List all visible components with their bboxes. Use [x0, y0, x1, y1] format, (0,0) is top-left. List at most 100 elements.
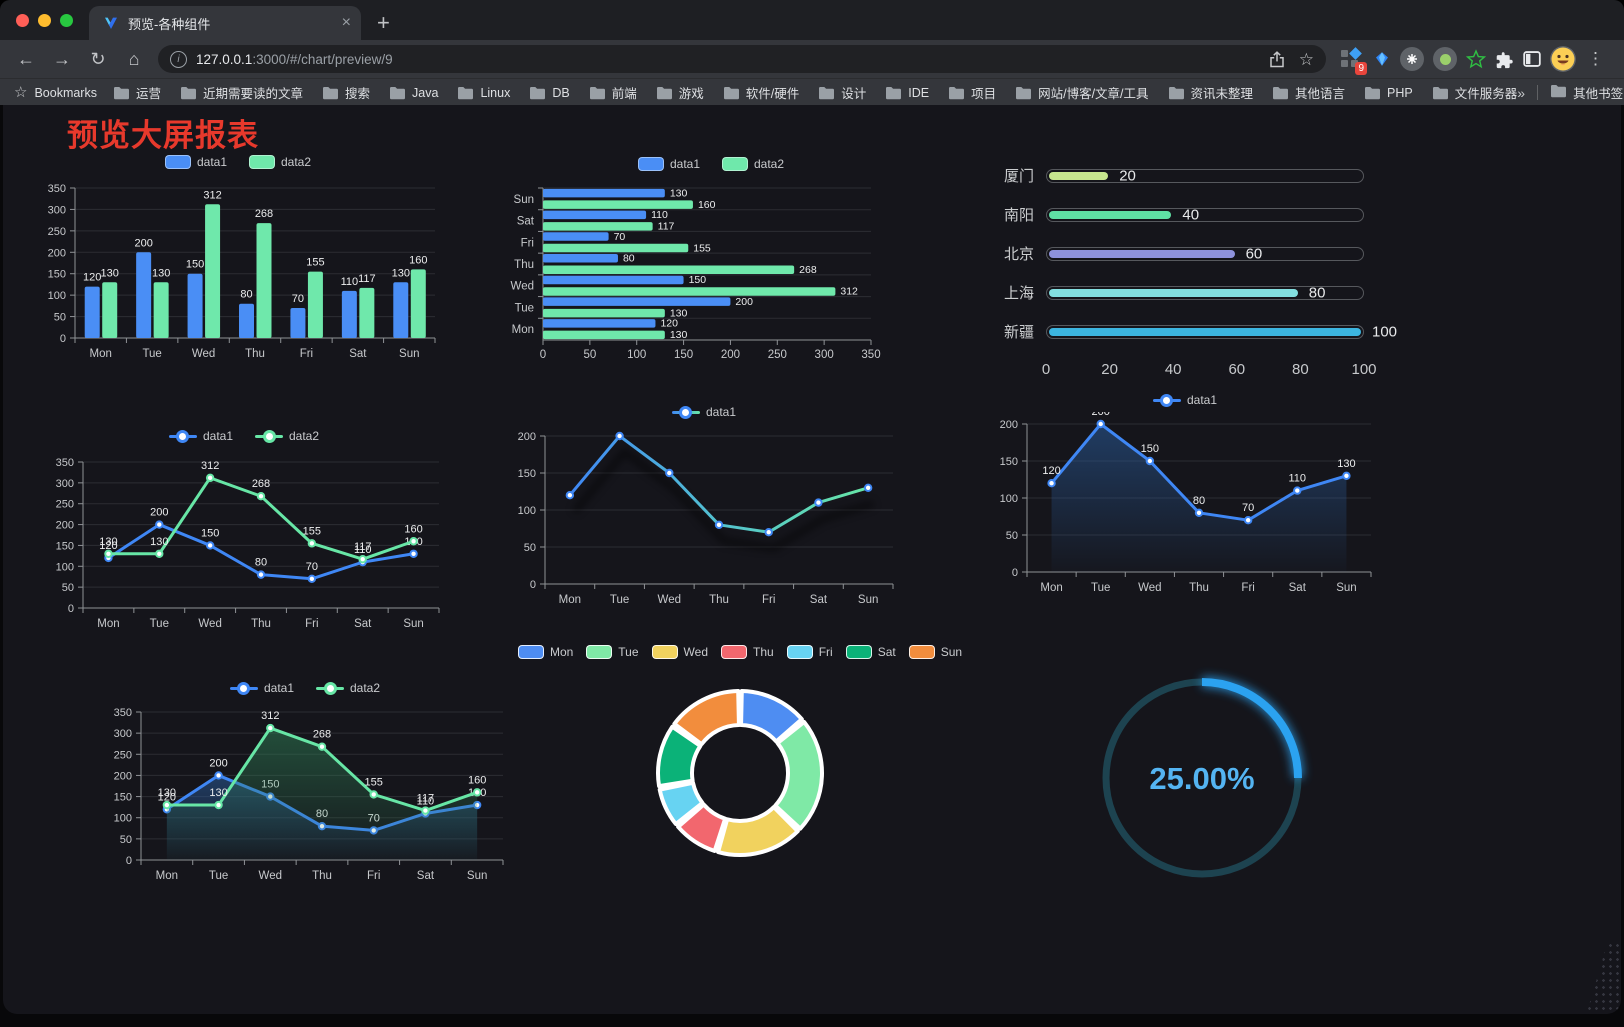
svg-text:80: 80	[240, 289, 252, 301]
close-window-button[interactable]	[16, 14, 29, 27]
back-icon[interactable]: ←	[17, 49, 35, 69]
svg-text:120: 120	[99, 540, 117, 552]
bookmark-folder[interactable]: 游戏	[656, 83, 704, 102]
legend-item[interactable]: data1	[637, 157, 700, 171]
legend-marker	[721, 645, 747, 659]
legend-item[interactable]: data1	[168, 429, 233, 443]
green-star-extension-icon[interactable]	[1466, 49, 1486, 69]
puzzle-extensions-icon[interactable]	[1495, 50, 1514, 69]
new-tab-button[interactable]: +	[377, 10, 390, 35]
svg-text:Mon: Mon	[1040, 582, 1062, 594]
bookmark-folder[interactable]: Java	[389, 86, 438, 100]
address-bar[interactable]: i 127.0.0.1:3000/#/chart/preview/9 ☆	[158, 45, 1326, 73]
svg-text:130: 130	[670, 187, 688, 199]
legend-item[interactable]: Tue	[586, 645, 639, 659]
svg-text:110: 110	[417, 795, 435, 807]
forward-icon[interactable]: →	[53, 49, 71, 69]
bookmarks-overflow-chevron[interactable]: »	[1517, 84, 1526, 101]
bookmark-folder[interactable]: 其他语言	[1272, 83, 1345, 102]
svg-text:80: 80	[623, 253, 635, 265]
browser-tab[interactable]: 预览-各种组件 ×	[89, 6, 361, 40]
tab-close-icon[interactable]: ×	[341, 14, 351, 31]
dashboard: 预览大屏报表 data1 data2 0 50 100 150 200 250 300 350 M…	[3, 105, 1621, 1014]
legend-item[interactable]: data2	[249, 155, 311, 169]
svg-text:80: 80	[1193, 495, 1205, 507]
bookmark-folder[interactable]: 前端	[589, 83, 637, 102]
svg-text:80: 80	[255, 557, 267, 569]
record-extension-icon[interactable]	[1433, 47, 1457, 71]
legend-item[interactable]: data1	[164, 155, 227, 169]
legend-item[interactable]: Sun	[908, 645, 962, 659]
tab-title: 预览-各种组件	[128, 16, 211, 32]
bookmarks-star-icon[interactable]: ☆	[14, 84, 28, 101]
svg-text:120: 120	[1042, 465, 1060, 477]
bookmark-folder[interactable]: Linux	[457, 86, 510, 100]
legend-label: Tue	[618, 645, 639, 659]
legend-item[interactable]: data1	[229, 681, 294, 695]
svg-text:120: 120	[83, 272, 101, 284]
svg-text:150: 150	[56, 540, 74, 552]
gem-extension-icon[interactable]	[1373, 50, 1391, 68]
bookmark-folder[interactable]: 搜索	[322, 83, 370, 102]
home-icon[interactable]: ⌂	[128, 49, 140, 69]
legend-item[interactable]: data2	[316, 681, 380, 695]
legend-item[interactable]: Thu	[721, 645, 774, 659]
svg-text:Sat: Sat	[517, 216, 535, 228]
svg-text:200: 200	[735, 296, 753, 308]
svg-text:130: 130	[209, 787, 227, 799]
minimize-window-button[interactable]	[38, 14, 51, 27]
bookmark-folder[interactable]: PHP	[1364, 86, 1413, 100]
folder-icon	[589, 86, 605, 99]
svg-text:312: 312	[201, 460, 219, 472]
legend-item[interactable]: Sat	[845, 645, 896, 659]
svg-text:130: 130	[150, 536, 168, 548]
side-panel-icon[interactable]	[1523, 51, 1541, 67]
share-icon[interactable]	[1269, 50, 1285, 68]
reload-icon[interactable]: ↻	[90, 49, 106, 69]
folder-icon	[1551, 85, 1567, 98]
svg-text:Tue: Tue	[209, 870, 228, 882]
legend-label: data1	[705, 405, 737, 419]
bookmark-folder[interactable]: 运营	[113, 83, 161, 102]
bookmark-folder[interactable]: 设计	[818, 83, 866, 102]
legend-marker	[651, 645, 678, 659]
legend-item[interactable]: Fri	[786, 645, 833, 659]
browser-menu-icon[interactable]: ⋮	[1587, 49, 1604, 68]
bookmark-folder[interactable]: 网站/博客/文章/工具	[1015, 83, 1149, 102]
extensions-area: 9 ⋮	[1332, 46, 1616, 75]
chart-progress-canvas: 厦门 20 南阳 40 北京 60 上海 80 新疆 100 0 20 40 60 80 100	[988, 156, 1398, 381]
svg-text:200: 200	[56, 520, 74, 532]
legend-item[interactable]: data1	[1152, 393, 1217, 407]
command-extension-icon[interactable]	[1400, 47, 1424, 71]
svg-text:Thu: Thu	[709, 594, 729, 606]
progress-row: 新疆 100	[1003, 323, 1398, 341]
bookmark-star-icon[interactable]: ☆	[1298, 49, 1314, 69]
other-bookmarks-folder[interactable]: 其他书签	[1550, 83, 1623, 102]
site-info-icon[interactable]: i	[170, 50, 187, 68]
legend-marker	[517, 645, 544, 659]
progress-row: 厦门 20	[988, 156, 1364, 195]
bookmark-folder[interactable]: 文件服务器	[1432, 83, 1517, 102]
legend-item[interactable]: data2	[722, 157, 784, 171]
bookmark-folder[interactable]: 近期需要读的文章	[180, 83, 303, 102]
dot-pattern-decoration	[1586, 942, 1621, 1014]
legend-item[interactable]: Mon	[517, 645, 573, 659]
folder-icon	[113, 86, 129, 99]
zoom-window-button[interactable]	[60, 14, 73, 27]
profile-avatar[interactable]	[1550, 46, 1576, 72]
bookmark-folder[interactable]: 项目	[948, 83, 996, 102]
legend-item[interactable]: Wed	[651, 645, 708, 659]
svg-text:155: 155	[693, 242, 711, 254]
extension-grid-icon[interactable]: 9	[1338, 47, 1367, 75]
folder-icon	[1168, 86, 1184, 99]
bookmark-folder[interactable]: DB	[529, 86, 570, 100]
svg-text:Sat: Sat	[349, 348, 367, 360]
svg-text:250: 250	[48, 226, 66, 238]
legend-item[interactable]: data2	[255, 429, 319, 443]
bookmark-folder[interactable]: 资讯未整理	[1168, 83, 1253, 102]
browser-toolbar: ← → ↻ ⌂ i 127.0.0.1:3000/#/chart/preview…	[0, 40, 1624, 78]
bookmark-folder[interactable]: 软件/硬件	[723, 83, 799, 102]
legend-item[interactable]: data1	[671, 405, 737, 419]
bookmark-folder[interactable]: IDE	[885, 86, 929, 100]
legend-marker	[586, 645, 613, 659]
